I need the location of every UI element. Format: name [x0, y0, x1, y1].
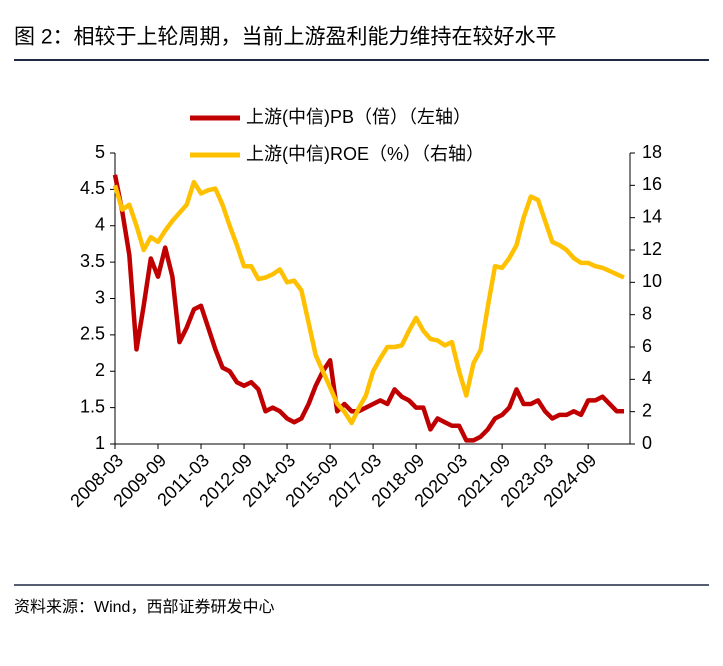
y2-tick-label: 18: [642, 142, 662, 162]
y2-tick-label: 16: [642, 174, 662, 194]
y-tick-label: 5: [95, 142, 105, 162]
y-tick-label: 1.5: [80, 396, 105, 416]
legend-label: 上游(中信)ROE（%）（右轴）: [246, 144, 484, 164]
y2-tick-label: 0: [642, 433, 652, 453]
y-tick-label: 3: [95, 287, 105, 307]
y-tick-label: 4: [95, 215, 105, 235]
y-tick-label: 4.5: [80, 178, 105, 198]
y2-tick-label: 4: [642, 368, 652, 388]
y2-tick-label: 2: [642, 400, 652, 420]
y2-tick-label: 8: [642, 303, 652, 323]
y2-tick-label: 12: [642, 239, 662, 259]
y-tick-label: 1: [95, 433, 105, 453]
y2-tick-label: 14: [642, 206, 662, 226]
y-tick-label: 2: [95, 360, 105, 380]
y2-tick-label: 6: [642, 336, 652, 356]
chart-title: 图 2：相较于上轮周期，当前上游盈利能力维持在较好水平: [14, 26, 557, 49]
y-tick-label: 3.5: [80, 251, 105, 271]
y-tick-label: 2.5: [80, 324, 105, 344]
series-line: [112, 174, 624, 443]
series-line: [112, 179, 625, 426]
legend-label: 上游(中信)PB（倍）（左轴）: [246, 107, 471, 127]
source: 资料来源：Wind，西部证券研发中心: [14, 598, 274, 616]
y2-tick-label: 10: [642, 271, 662, 291]
